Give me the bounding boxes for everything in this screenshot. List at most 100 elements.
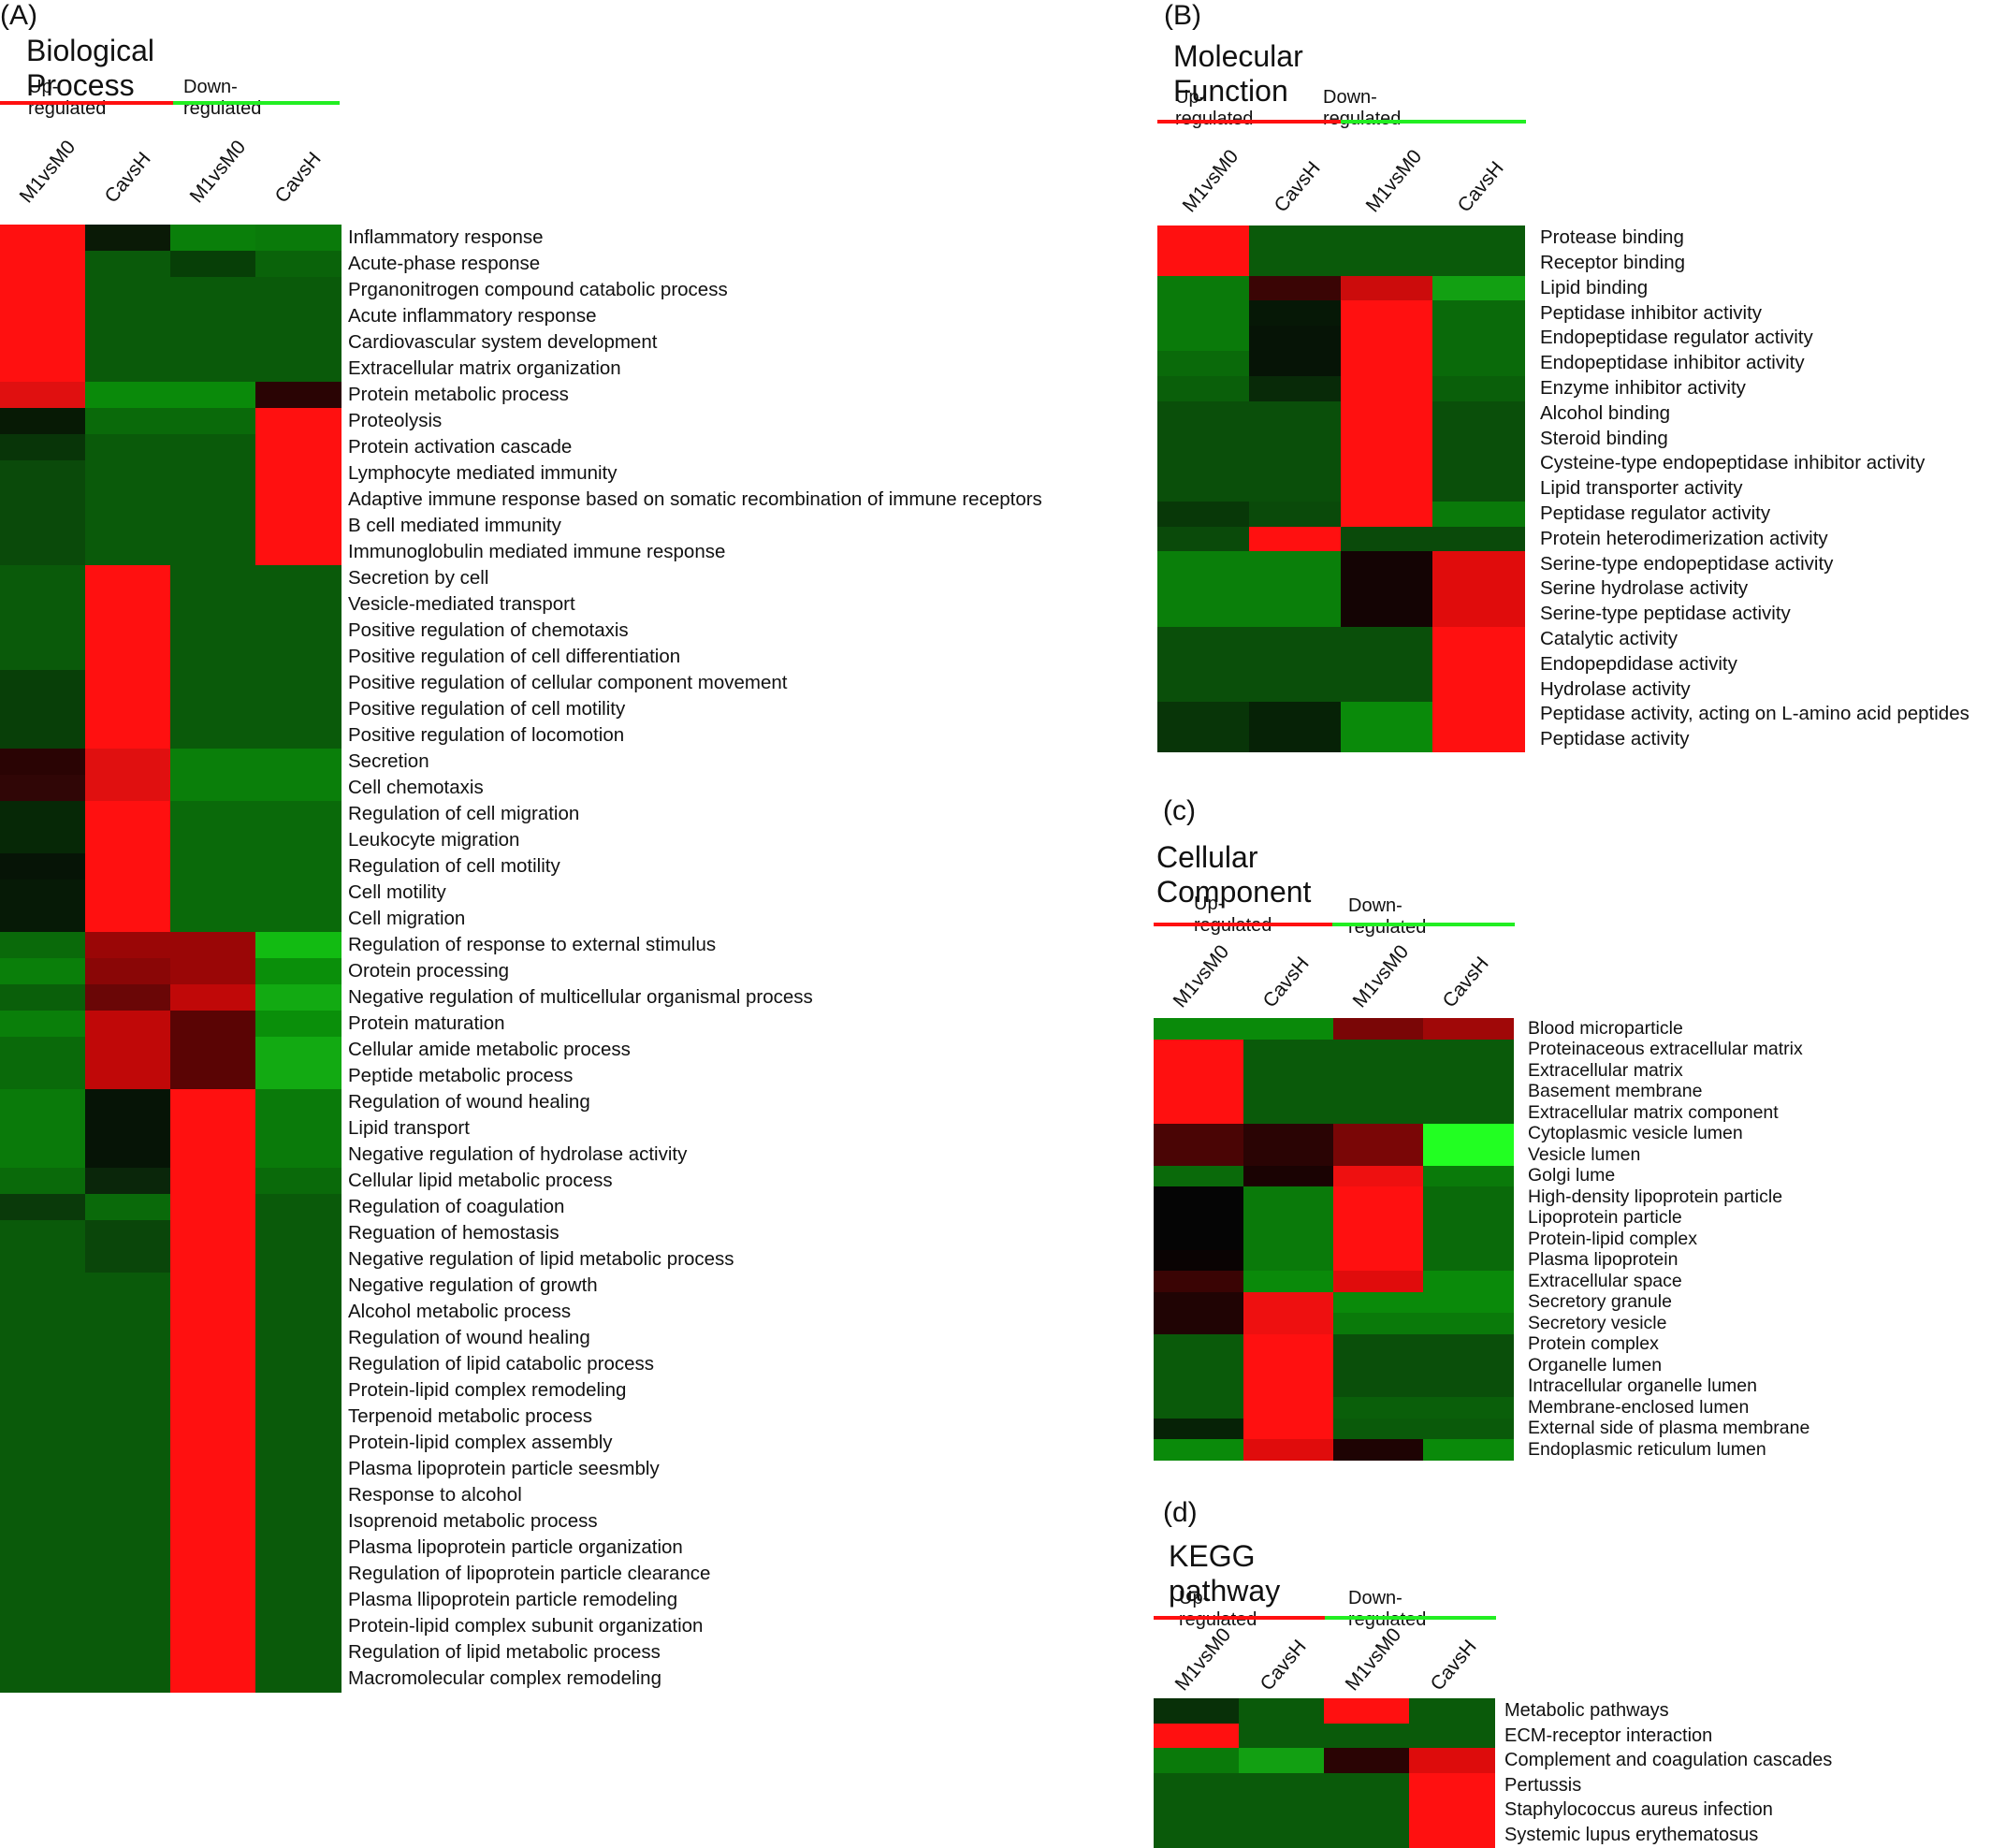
heatmap-cell: [1249, 551, 1342, 577]
heatmap-cell: [255, 670, 342, 697]
heatmap-cell: [1333, 1060, 1424, 1082]
heatmap-cell: [1157, 351, 1250, 377]
heatmap-cell: [170, 1587, 256, 1614]
heatmap-cell: [0, 670, 86, 697]
heatmap-cell: [85, 880, 171, 907]
heatmap-cell: [1423, 1144, 1514, 1166]
panel-letter: (c): [1163, 795, 1196, 826]
heatmap-cell: [0, 1587, 86, 1614]
heatmap-cell: [85, 984, 171, 1011]
heatmap-cell: [85, 618, 171, 645]
row-label: Steroid binding: [1540, 427, 1668, 449]
legend-down-bar: [1332, 923, 1515, 926]
heatmap-cell: [170, 1377, 256, 1404]
heatmap-cell: [255, 775, 342, 802]
heatmap-cell: [1249, 351, 1342, 377]
heatmap-cell: [255, 1666, 342, 1693]
heatmap-cell: [0, 1063, 86, 1090]
heatmap-cell: [170, 1115, 256, 1142]
heatmap-cell: [170, 670, 256, 697]
heatmap-cell: [1432, 226, 1525, 252]
heatmap-cell: [85, 1011, 171, 1038]
heatmap-cell: [85, 225, 171, 252]
heatmap-cell: [0, 906, 86, 933]
heatmap-cell: [85, 1535, 171, 1562]
heatmap-cell: [1154, 1418, 1244, 1440]
heatmap-cell: [170, 591, 256, 618]
column-label: M1vsM0: [1169, 940, 1234, 1012]
heatmap-cell: [255, 329, 342, 357]
legend-up-label: Up-regulated: [1179, 1588, 1257, 1630]
heatmap-cell: [1154, 1249, 1244, 1272]
row-label: Organelle lumen: [1528, 1354, 1663, 1375]
row-label: Plasma lipoprotein particle seesmbly: [348, 1457, 660, 1479]
heatmap-cell: [255, 591, 342, 618]
heatmap-cell: [170, 853, 256, 880]
heatmap-cell: [1249, 727, 1342, 753]
heatmap-cell: [170, 984, 256, 1011]
row-label: Protease binding: [1540, 226, 1684, 249]
heatmap-cell: [1432, 501, 1525, 528]
heatmap-cell: [0, 1325, 86, 1352]
heatmap-cell: [255, 1325, 342, 1352]
heatmap-cell: [0, 565, 86, 592]
heatmap-cell: [1423, 1207, 1514, 1230]
heatmap-cell: [255, 487, 342, 514]
heatmap-cell: [1341, 602, 1433, 628]
heatmap-cell: [0, 277, 86, 304]
row-label: Negative regulation of lipid metabolic p…: [348, 1247, 734, 1270]
heatmap-cell: [1249, 501, 1342, 528]
row-label: Positive regulation of cell motility: [348, 697, 626, 720]
heatmap-cell: [1157, 602, 1250, 628]
heatmap-cell: [1324, 1748, 1410, 1773]
heatmap-cell: [85, 670, 171, 697]
heatmap-cell: [0, 591, 86, 618]
column-label: CavsH: [1258, 953, 1314, 1012]
heatmap-cell: [0, 1089, 86, 1116]
heatmap-cell: [1341, 702, 1433, 728]
row-label: ECM-receptor interaction: [1504, 1724, 1713, 1746]
row-label: Isoprenoid metabolic process: [348, 1509, 598, 1532]
heatmap-cell: [85, 749, 171, 776]
heatmap-cell: [255, 356, 342, 383]
heatmap-cell: [1409, 1723, 1495, 1749]
heatmap-cell: [1154, 1229, 1244, 1250]
row-label: Protein maturation: [348, 1011, 505, 1034]
heatmap-cell: [0, 1273, 86, 1300]
heatmap-cell: [170, 1168, 256, 1195]
heatmap-cell: [1249, 250, 1342, 277]
heatmap-cell: [1341, 400, 1433, 427]
heatmap-cell: [170, 1089, 256, 1116]
heatmap-cell: [0, 644, 86, 671]
heatmap-cell: [170, 1142, 256, 1169]
heatmap-cell: [85, 1194, 171, 1221]
heatmap-cell: [1341, 576, 1433, 603]
row-label: Negative regulation of growth: [348, 1273, 598, 1296]
heatmap-cell: [85, 1037, 171, 1064]
heatmap-cell: [1154, 1397, 1244, 1419]
row-label: Cellular amide metabolic process: [348, 1038, 631, 1060]
heatmap-cell: [1333, 1397, 1424, 1419]
heatmap-cell: [1341, 677, 1433, 703]
heatmap-cell: [1324, 1723, 1410, 1749]
heatmap-cell: [1341, 226, 1433, 252]
row-label: Leukocyte migration: [348, 828, 520, 851]
heatmap-cell: [1333, 1418, 1424, 1440]
heatmap-cell: [255, 1456, 342, 1483]
heatmap-cell: [1157, 651, 1250, 677]
heatmap-cell: [1249, 602, 1342, 628]
heatmap-cell: [0, 958, 86, 985]
row-label: Cell migration: [348, 907, 466, 929]
heatmap-cell: [0, 1220, 86, 1247]
heatmap-cell: [0, 1194, 86, 1221]
column-label: CavsH: [1453, 157, 1508, 217]
heatmap-cell: [1333, 1375, 1424, 1398]
heatmap-cell: [0, 1639, 86, 1666]
row-label: Response to alcohol: [348, 1483, 522, 1506]
heatmap-cell: [1432, 626, 1525, 653]
heatmap-cell: [0, 1377, 86, 1404]
heatmap-cell: [85, 1273, 171, 1300]
heatmap-cell: [0, 408, 86, 435]
heatmap-cell: [0, 932, 86, 959]
row-label: Plasma lipoprotein particle organization: [348, 1535, 683, 1558]
